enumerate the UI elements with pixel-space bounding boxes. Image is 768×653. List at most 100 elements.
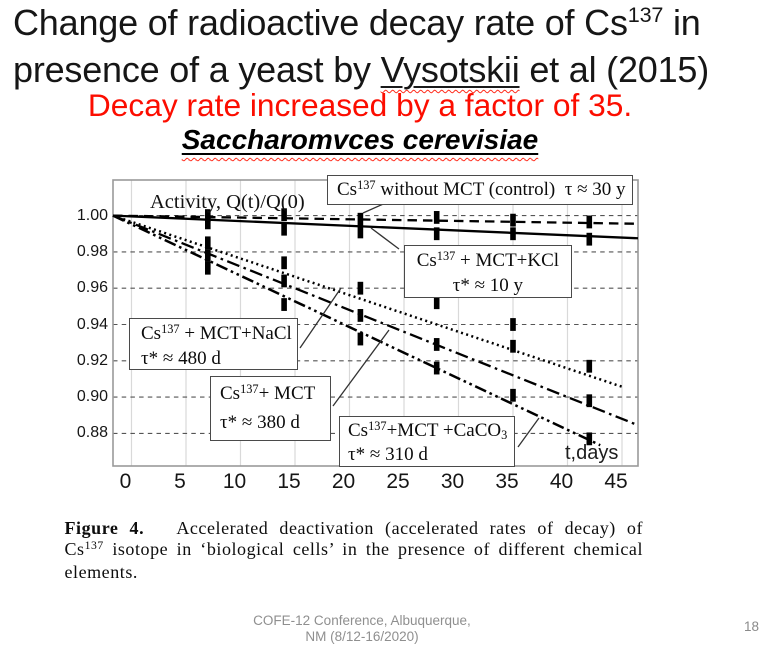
caption-line2-text: isotope in ‘biological cells’ in the pre… [103,538,643,559]
data-point [357,309,364,322]
caption-line3: elements. [64,561,138,582]
figure-caption: Figure 4. Accelerated deactivation (acce… [65,518,644,583]
title-author-name: Vysotskii [381,49,520,90]
x-tick-label: 35 [495,470,519,493]
title-cs-superscript: 137 [627,1,664,27]
data-point [433,227,440,241]
legend-caco3-rest: +MCT +CaCO [386,420,502,441]
data-point [586,394,593,408]
fit-line-dotted [112,214,624,389]
data-point [205,216,211,230]
data-point [281,274,287,288]
data-point [281,222,287,236]
caption-figure-label: Figure 4. [64,517,145,538]
species-underline: Saccharomvces cerevisiae [182,124,539,155]
legend-kcl-text: Cs [416,250,437,271]
x-tick-label: 25 [386,470,410,493]
data-point [433,211,440,224]
data-point [281,298,287,311]
legend-mct-text: Cs [220,383,241,404]
legend-caco3: Cs137+MCT +CaCO3 τ* ≈ 310 d [339,416,515,467]
x-tick-label: 5 [174,470,186,493]
legend-pointer-line [299,287,342,349]
data-point [357,225,364,239]
y-tick-label: 0.96 [76,279,108,297]
legend-control-rest: without MCT (control) τ ≈ 30 y [375,179,626,200]
data-point [586,432,593,446]
legend-pointer-line [332,329,390,407]
legend-mct: Cs137+ MCT τ* ≈ 380 d [210,376,331,441]
chart-x-axis-label: t,days [565,442,619,464]
title-line1-text: Change of radioactive decay rate of Cs [13,2,628,43]
data-point [205,249,211,262]
data-point [586,232,593,246]
legend-caco3-sub: 3 [501,428,508,443]
legend-pointer-line [517,417,540,448]
legend-caco3-text: Cs [348,420,369,441]
legend-caco3-tau: τ* ≈ 310 d [348,443,428,465]
legend-control: Cs137 without MCT (control) τ ≈ 30 y [327,175,633,205]
data-point [205,236,211,250]
data-point [510,227,516,241]
data-point [357,281,364,295]
fit-line-dashdot [112,214,639,427]
x-tick-label: 0 [119,470,132,493]
x-tick-label: 10 [222,470,247,493]
legend-kcl: Cs137 + MCT+KCl τ* ≈ 10 y [404,245,572,298]
fit-line-solid [112,214,639,240]
legend-mct-sup: 137 [240,381,259,396]
legend-kcl-rest: + MCT+KCl [455,250,560,271]
y-tick-label: 0.94 [76,315,108,333]
footer-conference: COFE-12 Conference, Albuquerque, NM (8/1… [62,613,662,644]
legend-nacl-tau: τ* ≈ 480 d [141,348,221,369]
title-line2-text: presence of a yeast by [13,49,381,90]
data-point [281,256,287,270]
species-name: Saccharomvces cerevisiae [0,124,720,156]
data-point [433,338,440,351]
legend-kcl-tau: τ* ≈ 10 y [452,275,524,296]
data-point [510,213,516,227]
footer-line1: COFE-12 Conference, Albuquerque, [253,613,471,628]
title-line2-end: et al (2015) [519,49,710,90]
caption-line2-pre: Cs [64,538,85,559]
chart-y-axis-title: Activity, Q(t)/Q(0) [150,191,305,213]
data-point [357,212,364,226]
y-tick-label: 0.92 [76,351,108,369]
data-point [433,361,440,375]
legend-nacl: Cs137 + MCT+NaCl τ* ≈ 480 d [129,318,298,370]
title-author-name-text: Vysotskii [380,49,520,90]
legend-control-text: Cs [337,179,358,200]
decay-rate-subtitle: Decay rate increased by a factor of 35. [87,87,633,123]
legend-pointer-line [370,227,400,250]
data-point [357,332,364,346]
footer-line2: NM (8/12-16/2020) [305,628,419,644]
data-point [586,359,593,373]
x-tick-label: 45 [604,470,628,493]
data-point [433,296,440,310]
legend-mct-tau: τ* ≈ 380 d [220,412,300,433]
data-point [205,261,211,275]
page-number: 18 [744,619,760,634]
caption-cs-superscript: 137 [84,538,104,552]
legend-nacl-text: Cs [141,323,162,344]
x-tick-label: 30 [440,470,465,493]
fit-line-dashdotdot [112,214,601,447]
legend-kcl-sup: 137 [436,248,456,263]
y-tick-label: 0.88 [76,424,108,442]
data-point [510,388,516,402]
legend-control-sup: 137 [357,177,376,192]
data-point [586,215,593,229]
y-tick-label: 1.00 [76,206,108,224]
slide-title: Change of radioactive decay rate of Cs13… [13,2,768,91]
caption-line1: Figure 4. Accelerated deactivation (acce… [65,518,644,539]
y-tick-label: 0.98 [76,242,108,260]
legend-nacl-sup: 137 [161,321,180,336]
x-tick-label: 15 [277,470,301,493]
title-line1-end: in [663,2,701,43]
x-tick-label: 20 [331,470,356,493]
data-point [510,339,516,353]
y-tick-label: 0.90 [76,388,108,406]
legend-mct-rest: + MCT [258,383,316,404]
data-point [281,208,287,222]
x-tick-label: 40 [549,470,574,493]
